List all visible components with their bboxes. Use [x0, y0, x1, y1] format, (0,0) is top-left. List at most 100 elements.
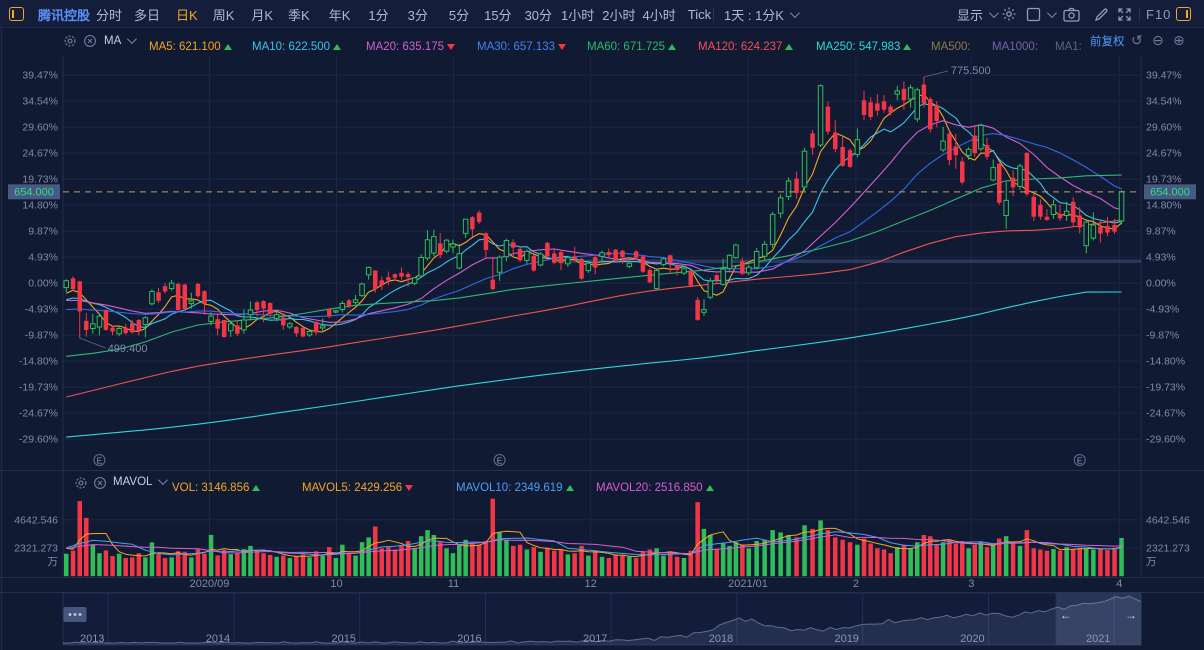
- event-marker[interactable]: E: [1073, 454, 1086, 466]
- navigator-handle-left[interactable]: ←: [1060, 608, 1072, 622]
- arrow-up-icon: [252, 485, 261, 491]
- arrow-down-icon: [558, 43, 567, 50]
- svg-text:0.00%: 0.00%: [1146, 278, 1176, 290]
- high-marker: 775.500: [923, 65, 991, 78]
- volume-settings-gear-icon[interactable]: [74, 475, 88, 490]
- svg-text:39.47%: 39.47%: [1146, 70, 1182, 82]
- svg-text:万: 万: [48, 556, 59, 568]
- zoom-out-icon[interactable]: ⊖: [1152, 32, 1164, 48]
- draw-pen-icon[interactable]: [1094, 0, 1109, 28]
- arrow-up-icon: [668, 43, 677, 50]
- tab-1小时[interactable]: 1小时: [561, 7, 595, 23]
- svg-text:654.000: 654.000: [1150, 187, 1190, 199]
- indicator-ma30: MA30: 657.133: [477, 41, 567, 53]
- event-marker[interactable]: E: [493, 454, 506, 466]
- arrow-down-icon: [447, 43, 456, 50]
- chevron-down-icon: [988, 7, 999, 18]
- svg-text:0.00%: 0.00%: [28, 278, 58, 290]
- svg-text:-4.93%: -4.93%: [25, 304, 58, 316]
- tab-1分[interactable]: 1分: [368, 7, 389, 23]
- volume-group-label[interactable]: MAVOL: [113, 475, 169, 488]
- ma-line-ma250: [66, 291, 1122, 438]
- svg-text:4642.546: 4642.546: [1146, 514, 1190, 526]
- arrow-up-icon: [785, 43, 794, 50]
- fullscreen-expand-icon[interactable]: [1117, 0, 1132, 28]
- indicator-settings-gear-icon[interactable]: [63, 33, 77, 48]
- tab-多日[interactable]: 多日: [134, 7, 161, 23]
- svg-text:4.93%: 4.93%: [28, 252, 58, 264]
- display-dropdown[interactable]: 显示: [957, 0, 999, 28]
- tab-日K[interactable]: 日K: [176, 7, 198, 23]
- tab-年K[interactable]: 年K: [328, 7, 351, 23]
- svg-text:2020: 2020: [960, 633, 984, 645]
- svg-text:19.73%: 19.73%: [1146, 174, 1182, 186]
- event-marker[interactable]: E: [93, 454, 106, 466]
- svg-text:9.87%: 9.87%: [28, 226, 58, 238]
- candles: [63, 77, 1125, 338]
- volume-bars: [64, 498, 1124, 577]
- svg-text:9.87%: 9.87%: [1146, 226, 1176, 238]
- svg-text:2021/01: 2021/01: [728, 578, 768, 590]
- tab-月K[interactable]: 月K: [251, 7, 274, 23]
- svg-text:14.80%: 14.80%: [1146, 200, 1182, 212]
- svg-text:2018: 2018: [709, 633, 733, 645]
- toolbar-right-icons: 显示 F10: [0, 0, 1204, 28]
- svg-text:万: 万: [1146, 556, 1157, 568]
- navigator-handle-right[interactable]: →: [1125, 608, 1137, 622]
- indicator-bar: MA MA5: 621.100 MA10: 622.500 MA20: 635.17…: [0, 29, 1204, 53]
- layout-frame-dropdown[interactable]: [1026, 0, 1057, 28]
- tab-周K[interactable]: 周K: [212, 7, 235, 23]
- indicator-mavol20: MAVOL20: 2516.850: [596, 482, 714, 494]
- svg-text:2013: 2013: [80, 633, 104, 645]
- toolbar-divider: [713, 7, 714, 21]
- toolbar-divider: [1139, 0, 1140, 28]
- f10-button[interactable]: F10: [1146, 6, 1172, 22]
- month-gridlines: [209, 56, 1120, 576]
- zoom-in-icon[interactable]: ⊕: [1173, 32, 1185, 48]
- tab-分时[interactable]: 分时: [96, 7, 123, 23]
- indicator-mavol10: MAVOL10: 2349.619: [456, 482, 574, 494]
- svg-text:E: E: [1077, 455, 1083, 465]
- indicator-ma500: MA500:: [931, 40, 971, 53]
- settings-gear-icon[interactable]: [1001, 0, 1017, 28]
- svg-text:-14.80%: -14.80%: [1146, 356, 1185, 368]
- adjust-mode-button[interactable]: 前复权: [1090, 35, 1125, 48]
- svg-text:2019: 2019: [834, 633, 858, 645]
- arrow-up-icon: [903, 43, 912, 50]
- svg-text:2321.273: 2321.273: [1146, 543, 1190, 555]
- navigator: ← → 2013 2014 2015 2016 2017 2018 2019 2020 2021: [62, 592, 1142, 646]
- tab-15分[interactable]: 15分: [484, 7, 512, 23]
- indicator-group-label[interactable]: MA: [104, 33, 138, 47]
- indicator-close-icon[interactable]: [83, 33, 97, 48]
- indicator-ma5: MA5: 621.100: [149, 41, 232, 53]
- tab-4小时[interactable]: 4小时: [642, 7, 676, 23]
- volume-close-icon[interactable]: [93, 475, 107, 490]
- symbol-title: 腾讯控股: [38, 7, 91, 23]
- tab-30分[interactable]: 30分: [524, 7, 553, 23]
- svg-text:24.67%: 24.67%: [22, 148, 58, 160]
- tab-季K[interactable]: 季K: [288, 7, 310, 23]
- vol-ma-line-mavol20: [66, 534, 1122, 555]
- svg-text:2: 2: [853, 578, 859, 590]
- indicator-ma10: MA10: 622.500: [252, 41, 342, 53]
- tab-3分[interactable]: 3分: [407, 7, 428, 23]
- panel-toggle-icon[interactable]: [9, 6, 24, 21]
- custom-period-dropdown[interactable]: 1天 : 1分K: [724, 0, 800, 28]
- tab-5分[interactable]: 5分: [448, 7, 470, 23]
- arrow-down-icon: [405, 485, 414, 491]
- svg-text:-29.60%: -29.60%: [1146, 434, 1185, 446]
- svg-text:-24.67%: -24.67%: [19, 408, 58, 420]
- tab-2小时[interactable]: 2小时: [602, 7, 636, 23]
- screenshot-camera-icon[interactable]: [1063, 0, 1080, 28]
- undo-icon[interactable]: ↺: [1131, 32, 1143, 48]
- cost-band-line[interactable]: [554, 259, 1141, 263]
- indicator-vol: VOL: 3146.856: [172, 482, 261, 494]
- indicator-mavol5: MAVOL5: 2429.256: [302, 482, 414, 494]
- navigator-selection[interactable]: [1055, 592, 1142, 646]
- indicator-ma120: MA120: 624.237: [698, 41, 794, 53]
- tab-Tick[interactable]: Tick: [687, 6, 712, 22]
- svg-text:-19.73%: -19.73%: [1146, 382, 1185, 394]
- panel-toggle-right-icon[interactable]: [1176, 0, 1191, 28]
- svg-text:2016: 2016: [457, 633, 481, 645]
- navigator-menu-button[interactable]: [63, 607, 87, 622]
